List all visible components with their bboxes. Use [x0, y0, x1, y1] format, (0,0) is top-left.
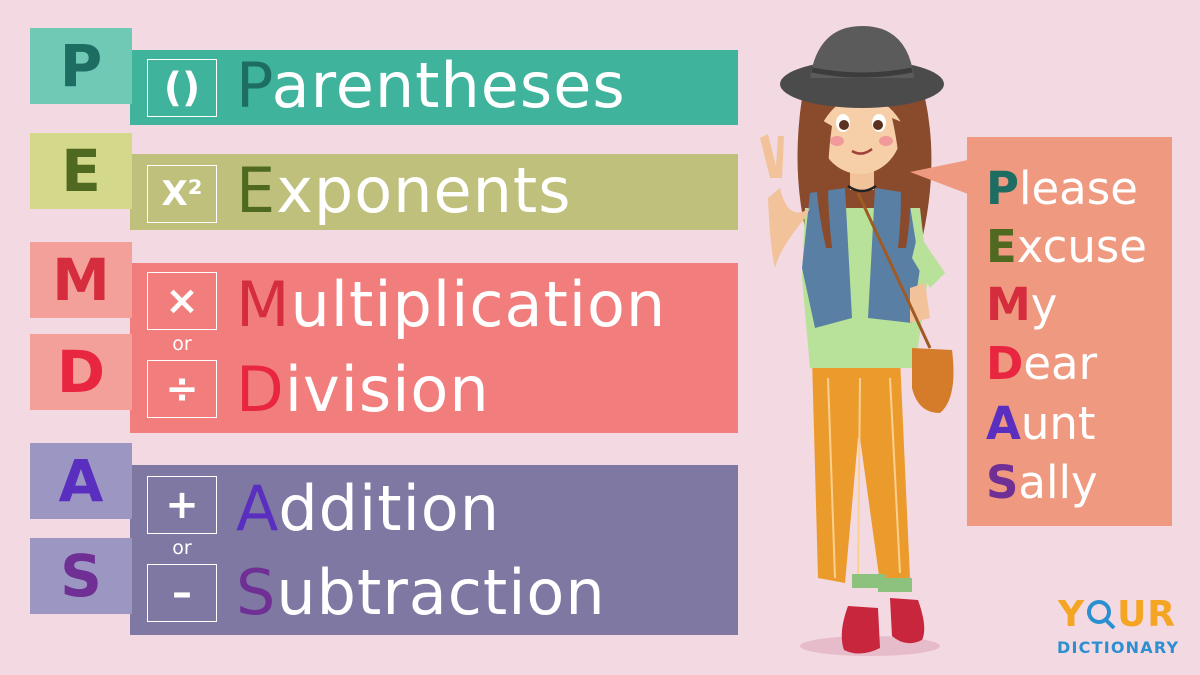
subtraction-symbol-box: –: [147, 564, 217, 622]
parentheses-initial: P: [236, 49, 272, 122]
subtraction-initial: S: [236, 556, 277, 629]
mnemonic-initial-d: D: [986, 337, 1024, 390]
denim-vest: [802, 188, 852, 328]
division-label: Division: [236, 359, 490, 421]
mnemonic-rest-excuse: xcuse: [1016, 220, 1147, 273]
right-shoe: [890, 598, 925, 644]
addition-subtraction-band: [130, 465, 738, 635]
exponents-initial: E: [236, 154, 277, 227]
girl-illustration: [760, 26, 954, 656]
raised-arm: [768, 188, 810, 268]
letter-tab-s: S: [30, 538, 132, 614]
letter-tab-a: A: [30, 443, 132, 519]
mnemonic-initial-a: A: [986, 397, 1021, 450]
mnemonic-initial-s: S: [986, 456, 1019, 509]
multiplication-rest: ultiplication: [290, 268, 667, 341]
left-shoe: [841, 606, 880, 654]
division-symbol-box: ÷: [147, 360, 217, 418]
shoulder-bag: [912, 348, 954, 413]
multiplication-symbol-box: ×: [147, 272, 217, 330]
logo-ur: UR: [1117, 594, 1177, 635]
letter-tab-d: D: [30, 334, 132, 410]
pants: [812, 358, 910, 583]
mnemonic-line-my: My: [986, 282, 1057, 327]
exponents-symbol-box: X²: [147, 165, 217, 223]
letter-tab-p: P: [30, 28, 132, 104]
magnifier-icon: [1087, 600, 1116, 630]
logo-y: Y: [1058, 594, 1086, 635]
mnemonic-rest-sally: ally: [1018, 456, 1098, 509]
parentheses-symbol-box: (): [147, 59, 217, 117]
subtraction-rest: ubtraction: [276, 556, 606, 629]
mnemonic-rest-dear: ear: [1023, 337, 1098, 390]
mnemonic-rest-aunt: unt: [1020, 397, 1096, 450]
mnemonic-initial-p: P: [986, 162, 1019, 215]
parentheses-band: [130, 50, 738, 125]
mnemonic-rest-please: lease: [1018, 162, 1138, 215]
mnemonic-initial-m: M: [986, 278, 1031, 331]
logo-wordmark-top: Y UR: [1058, 597, 1176, 633]
mnemonic-initial-e: E: [986, 220, 1017, 273]
peace-hand: [760, 134, 784, 178]
logo-wordmark-bottom: DICTIONARY: [1057, 638, 1180, 657]
addition-initial: A: [236, 472, 279, 545]
mnemonic-rest-my: y: [1030, 278, 1058, 331]
addition-or-subtraction-text: or: [172, 537, 192, 559]
mnemonic-line-excuse: Excuse: [986, 224, 1147, 269]
mnemonic-callout: [967, 137, 1172, 526]
exponents-band: [130, 154, 738, 230]
parentheses-rest: arentheses: [271, 49, 626, 122]
hat-crown: [810, 26, 914, 78]
division-rest: ivision: [284, 353, 490, 426]
multiplication-division-band: [130, 263, 738, 433]
exponents-rest: xponents: [276, 154, 572, 227]
exponents-label: Exponents: [236, 160, 572, 222]
subtraction-label: Subtraction: [236, 562, 606, 624]
multiplication-label: Multiplication: [236, 274, 666, 336]
multiplication-or-division-text: or: [172, 333, 192, 355]
letter-tab-m: M: [30, 242, 132, 318]
mnemonic-line-dear: Dear: [986, 341, 1097, 386]
addition-rest: ddition: [278, 472, 501, 545]
addition-symbol-box: +: [147, 476, 217, 534]
multiplication-initial: M: [236, 268, 291, 341]
mnemonic-line-sally: Sally: [986, 460, 1098, 505]
mnemonic-line-please: Please: [986, 166, 1138, 211]
letter-tab-e: E: [30, 133, 132, 209]
mnemonic-line-aunt: Aunt: [986, 401, 1096, 446]
parentheses-label: Parentheses: [236, 55, 626, 117]
speech-tail: [910, 160, 968, 194]
division-initial: D: [236, 353, 285, 426]
addition-label: Addition: [236, 478, 500, 540]
